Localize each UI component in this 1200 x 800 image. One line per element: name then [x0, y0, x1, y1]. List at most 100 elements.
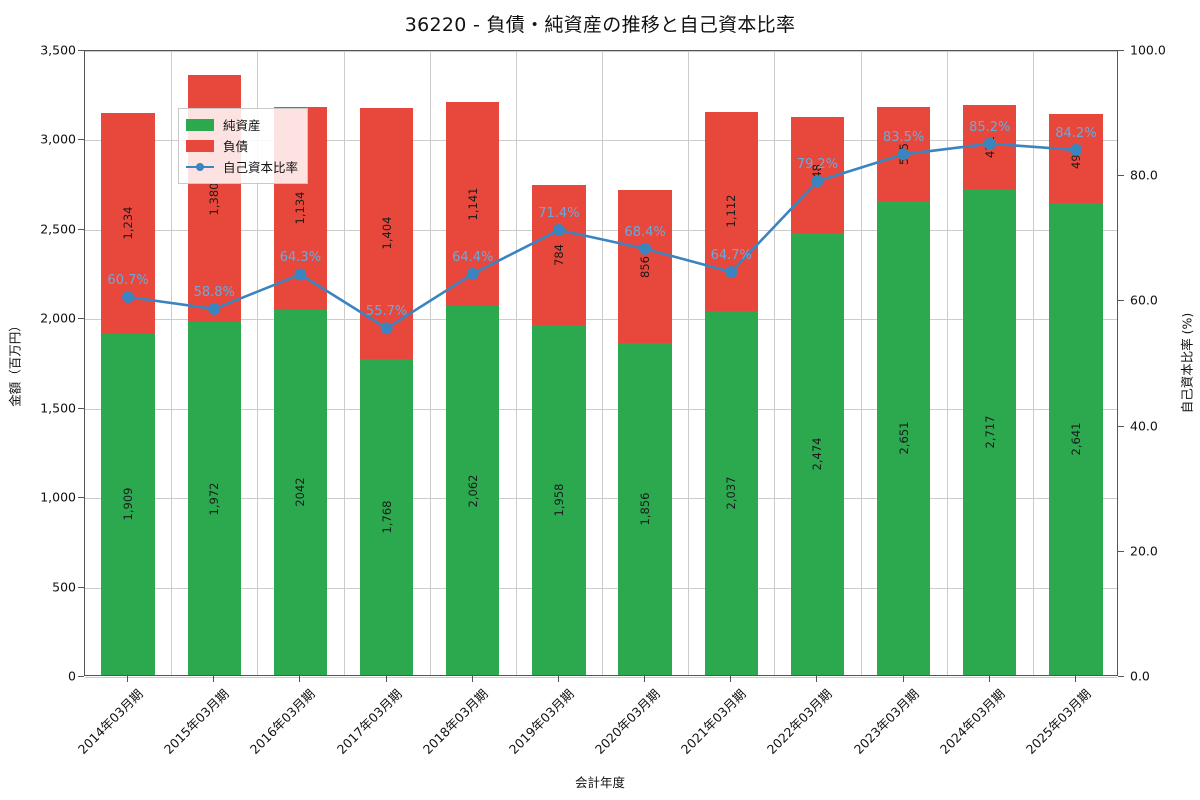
- ratio-data-point[interactable]: [725, 265, 738, 278]
- gridline-vertical: [774, 51, 776, 675]
- ratio-value-label: 58.8%: [193, 284, 235, 300]
- ratio-data-point[interactable]: [466, 267, 479, 280]
- gridline: [85, 140, 1117, 142]
- y-axis-tick-secondary: 40.0: [1130, 418, 1158, 434]
- ratio-data-point[interactable]: [122, 291, 135, 304]
- x-axis-tick-label: 2014年03月期: [74, 686, 146, 757]
- bar-segment-equity[interactable]: 2042: [273, 309, 328, 675]
- bar-segment-equity[interactable]: 2,651: [876, 200, 931, 675]
- x-axis-tick-label: 2023年03月期: [850, 686, 922, 757]
- x-axis-tick-mark: [730, 676, 732, 682]
- ratio-data-point[interactable]: [639, 242, 652, 255]
- ratio-data-point[interactable]: [552, 224, 565, 237]
- bar-segment-equity[interactable]: 1,856: [618, 343, 672, 675]
- bar-group[interactable]: 1,856 856: [618, 189, 672, 675]
- y-axis-tick-primary: 0: [68, 668, 76, 684]
- x-axis-label: 会計年度: [574, 775, 625, 790]
- gridline: [85, 587, 1117, 589]
- bar-segment-equity[interactable]: 2,717: [963, 189, 1017, 675]
- legend-item-debt: 負債: [186, 135, 298, 156]
- bar-segment-equity[interactable]: 1,909: [101, 333, 155, 675]
- ratio-value-label: 64.7%: [710, 247, 752, 263]
- x-axis-tick-label: 2018年03月期: [419, 686, 491, 757]
- gridline-vertical: [515, 51, 517, 675]
- x-axis-tick-mark: [127, 676, 129, 682]
- ratio-data-point[interactable]: [811, 175, 824, 188]
- gridline-vertical: [343, 51, 345, 675]
- legend-label-equity: 純資産: [223, 118, 261, 133]
- x-axis-tick-label: 2017年03月期: [333, 686, 405, 757]
- bar-group[interactable]: 2,717471: [963, 104, 1017, 675]
- y-axis-tick-primary: 3,000: [40, 131, 76, 147]
- y-axis-label-primary: 金額（百万円）: [7, 319, 23, 407]
- chart-title: 36220 - 負債・純資産の推移と自己資本比率: [404, 14, 796, 36]
- gridline: [85, 408, 1117, 410]
- bar-segment-equity[interactable]: 1,972: [187, 322, 241, 675]
- y-axis-tick-mark-primary: [78, 407, 84, 409]
- ratio-data-point[interactable]: [897, 148, 910, 161]
- x-axis-tick-mark: [1074, 676, 1076, 682]
- y-axis-tick-mark-primary: [78, 676, 84, 677]
- y-axis-tick-primary: 3,500: [40, 42, 76, 58]
- ratio-value-label: 60.7%: [107, 273, 149, 289]
- gridline: [85, 498, 1117, 500]
- x-axis-tick-mark: [213, 676, 215, 682]
- legend-item-equity: 純資産: [186, 114, 298, 135]
- y-axis-tick-mark-secondary: [1118, 300, 1124, 302]
- bar-group[interactable]: 2,037 1,112: [704, 111, 758, 675]
- ratio-value-label: 68.4%: [624, 224, 666, 240]
- bar-segment-equity[interactable]: 2,037: [704, 310, 758, 675]
- ratio-data-point[interactable]: [1069, 143, 1082, 156]
- legend-line-marker-icon: [186, 161, 214, 173]
- bar-segment-equity[interactable]: 1,958: [532, 324, 586, 675]
- y-axis-tick-mark-primary: [78, 50, 84, 51]
- ratio-data-point[interactable]: [294, 268, 307, 281]
- bar-group[interactable]: 1,958 784: [532, 184, 586, 675]
- ratio-value-label: 83.5%: [882, 130, 925, 146]
- chart-legend: 純資産 負債 自己資本比率: [178, 108, 309, 184]
- bar-segment-debt[interactable]: 494: [1049, 114, 1103, 203]
- bar-segment-equity[interactable]: 1,768: [359, 358, 414, 675]
- bar-segment-debt[interactable]: 856: [618, 189, 672, 344]
- bar-group[interactable]: 2,062 1,141: [446, 102, 500, 675]
- gridline-vertical: [688, 51, 690, 675]
- gridline-vertical: [602, 51, 603, 675]
- y-axis-tick-secondary: 60.0: [1130, 292, 1158, 308]
- x-axis-tick-mark: [471, 676, 473, 682]
- ratio-value-label: 55.7%: [365, 304, 408, 320]
- bar-group[interactable]: 2,641 494: [1049, 114, 1103, 675]
- ratio-data-point[interactable]: [983, 137, 996, 150]
- bar-segment-equity[interactable]: 2,474: [790, 232, 845, 675]
- gridline: [85, 677, 1117, 678]
- legend-label-debt: 負債: [223, 139, 249, 154]
- ratio-data-point[interactable]: [208, 302, 221, 315]
- ratio-value-label: 84.2%: [1055, 125, 1097, 141]
- bar-segment-equity[interactable]: 2,062: [446, 306, 500, 675]
- legend-label-ratio: 自己資本比率: [223, 160, 299, 175]
- y-axis-tick-mark-primary: [78, 497, 84, 499]
- x-axis-tick-label: 2022年03月期: [764, 686, 836, 757]
- x-axis-tick-mark: [644, 676, 646, 682]
- y-axis-tick-mark-secondary: [1118, 175, 1124, 177]
- gridline: [85, 319, 1117, 321]
- gridline-vertical: [860, 51, 862, 675]
- y-axis-tick-primary: 1,500: [40, 400, 76, 416]
- gridline: [85, 229, 1117, 231]
- ratio-value-label: 85.2%: [969, 119, 1011, 135]
- y-axis-tick-secondary: 100.0: [1130, 42, 1166, 58]
- x-axis-tick-label: 2020年03月期: [591, 686, 663, 757]
- ratio-data-point[interactable]: [380, 322, 393, 335]
- ratio-line-layer: [122, 137, 1082, 335]
- bar-segment-debt[interactable]: 784: [532, 184, 586, 325]
- gridline-vertical: [429, 51, 431, 675]
- x-axis-tick-mark: [299, 676, 301, 682]
- y-axis-tick-primary: 2,000: [40, 310, 76, 326]
- y-axis-tick-mark-primary: [78, 318, 84, 320]
- gridline: [85, 51, 1117, 52]
- gridline-vertical: [946, 51, 948, 675]
- y-axis-tick-mark-primary: [78, 586, 84, 588]
- bar-segment-equity[interactable]: 2,641: [1049, 202, 1103, 675]
- y-axis-tick-secondary: 0.0: [1130, 668, 1150, 684]
- y-axis-tick-mark-secondary: [1118, 50, 1124, 51]
